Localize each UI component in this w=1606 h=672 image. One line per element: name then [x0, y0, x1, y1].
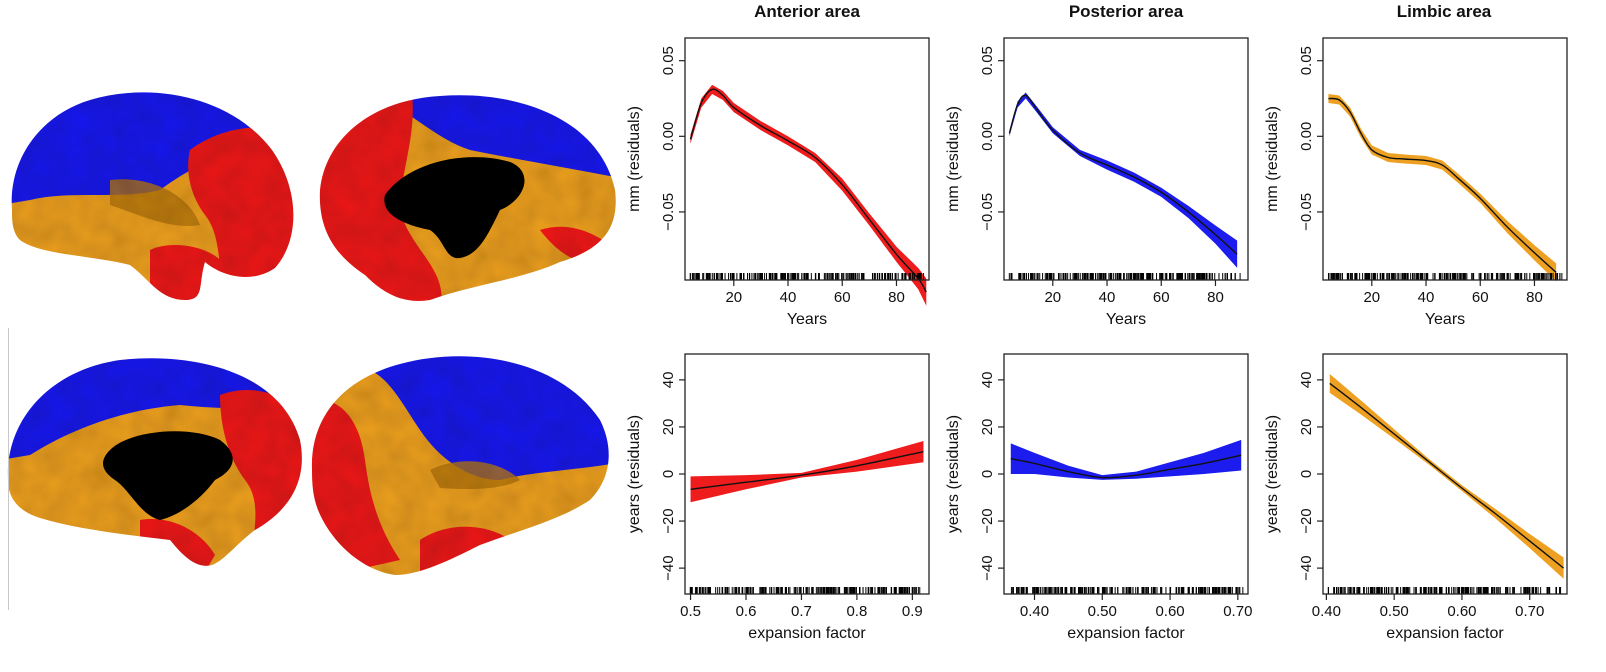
chart-anterior-expansion: 0.5 0.6 0.7 0.8 0.9 −40 −20 0 20 40 expansion fact… — [626, 353, 930, 642]
fit-line — [1008, 94, 1238, 255]
x-axis-label: Years — [1106, 311, 1146, 328]
brain-lateral-left — [11, 92, 294, 300]
y-tick-label: 0.05 — [1298, 46, 1315, 75]
x-tick-label: 0.8 — [846, 603, 867, 620]
y-tick-label: 20 — [660, 419, 677, 436]
rug-marks — [1010, 587, 1244, 594]
y-tick-label: 0.00 — [1298, 122, 1315, 151]
x-tick-label: 60 — [1472, 289, 1489, 306]
x-axis-label: expansion factor — [1067, 625, 1185, 642]
y-axis-label: mm (residuals) — [1264, 106, 1281, 212]
y-tick-label: 0 — [1298, 470, 1315, 478]
plot-frame — [1003, 37, 1249, 281]
y-tick-label: 0.05 — [979, 46, 996, 75]
y-tick-label: −20 — [660, 508, 677, 533]
y-axis-label: mm (residuals) — [945, 106, 962, 212]
title-limbic: Limbic area — [1396, 2, 1492, 21]
chart-posterior-expansion: 0.40 0.50 0.60 0.70 −40 −20 0 20 40 expansion fac… — [945, 353, 1252, 642]
fit-line — [1329, 382, 1565, 569]
x-tick-label: 0.40 — [1020, 603, 1049, 620]
x-tick-label: 0.7 — [791, 603, 812, 620]
title-anterior: Anterior area — [754, 2, 860, 21]
x-tick-label: 0.9 — [902, 603, 923, 620]
y-tick-label: −20 — [979, 508, 996, 533]
y-tick-label: 40 — [660, 372, 677, 389]
brain-medial-right — [7, 358, 302, 566]
title-posterior: Posterior area — [1068, 2, 1184, 21]
x-axis-label: Years — [1425, 311, 1465, 328]
x-axis-label: expansion factor — [1386, 625, 1504, 642]
y-axis-label: mm (residuals) — [626, 106, 643, 212]
x-tick-label: 80 — [888, 289, 905, 306]
y-tick-label: 0 — [660, 470, 677, 478]
rug-marks — [689, 273, 925, 280]
y-tick-label: −0.05 — [1298, 193, 1315, 231]
chart-anterior-years: 20 40 60 80 −0.05 0.00 0.05 Years mm (residuals) — [626, 37, 930, 328]
plot-frame — [1322, 37, 1568, 281]
confidence-band — [1010, 439, 1242, 480]
x-tick-label: 20 — [1363, 289, 1380, 306]
x-tick-label: 40 — [780, 289, 797, 306]
y-tick-label: −40 — [660, 555, 677, 580]
divider — [8, 328, 9, 610]
confidence-band — [690, 441, 924, 503]
x-tick-label: 60 — [1153, 289, 1170, 306]
x-tick-label: 0.70 — [1515, 603, 1544, 620]
fit-line — [690, 450, 924, 490]
x-tick-label: 0.50 — [1380, 603, 1409, 620]
y-tick-label: 0 — [979, 470, 996, 478]
y-tick-label: 40 — [979, 372, 996, 389]
confidence-band — [690, 84, 927, 306]
x-tick-label: 0.60 — [1155, 603, 1184, 620]
x-tick-label: 0.70 — [1223, 603, 1252, 620]
y-tick-label: −0.05 — [979, 193, 996, 231]
chart-posterior-years: 20 40 60 80 −0.05 0.00 0.05 Years mm (residuals) — [945, 37, 1249, 328]
y-tick-label: 0.00 — [660, 122, 677, 151]
y-tick-label: 0.00 — [979, 122, 996, 151]
brain-surface-maps — [7, 92, 616, 575]
y-tick-label: −20 — [1298, 508, 1315, 533]
brain-medial-left — [319, 95, 616, 301]
y-tick-label: −40 — [1298, 555, 1315, 580]
y-tick-label: 20 — [979, 419, 996, 436]
chart-limbic-expansion: 0.40 0.50 0.60 0.70 −40 −20 0 20 40 expansion fac… — [1264, 353, 1568, 642]
x-tick-label: 0.50 — [1088, 603, 1117, 620]
x-tick-label: 60 — [834, 289, 851, 306]
x-tick-label: 0.5 — [680, 603, 701, 620]
confidence-band — [1328, 93, 1557, 282]
x-tick-label: 40 — [1418, 289, 1435, 306]
rug-marks — [689, 587, 921, 594]
x-tick-label: 20 — [1044, 289, 1061, 306]
rug-marks — [1008, 273, 1241, 280]
y-tick-label: 40 — [1298, 372, 1315, 389]
brain-lateral-right — [311, 356, 609, 575]
plot-frame — [684, 37, 930, 281]
rug-marks — [1327, 587, 1562, 594]
y-axis-label: years (residuals) — [626, 415, 643, 533]
y-tick-label: 0.05 — [660, 46, 677, 75]
y-tick-label: −0.05 — [660, 193, 677, 231]
x-tick-label: 40 — [1099, 289, 1116, 306]
x-axis-label: Years — [787, 311, 827, 328]
x-tick-label: 0.6 — [736, 603, 757, 620]
fit-line — [1328, 97, 1557, 273]
y-axis-label: years (residuals) — [945, 415, 962, 533]
x-tick-label: 80 — [1207, 289, 1224, 306]
x-tick-label: 0.60 — [1447, 603, 1476, 620]
y-tick-label: 20 — [1298, 419, 1315, 436]
fit-line — [1010, 454, 1242, 479]
y-tick-label: −40 — [979, 555, 996, 580]
chart-limbic-years: 20 40 60 80 −0.05 0.00 0.05 Years mm (residuals) — [1264, 37, 1568, 328]
x-tick-label: 0.40 — [1312, 603, 1341, 620]
x-tick-label: 20 — [725, 289, 742, 306]
rug-marks — [1327, 273, 1563, 280]
fit-line — [689, 88, 927, 293]
x-axis-label: expansion factor — [748, 625, 866, 642]
y-axis-label: years (residuals) — [1264, 415, 1281, 533]
x-tick-label: 80 — [1526, 289, 1543, 306]
